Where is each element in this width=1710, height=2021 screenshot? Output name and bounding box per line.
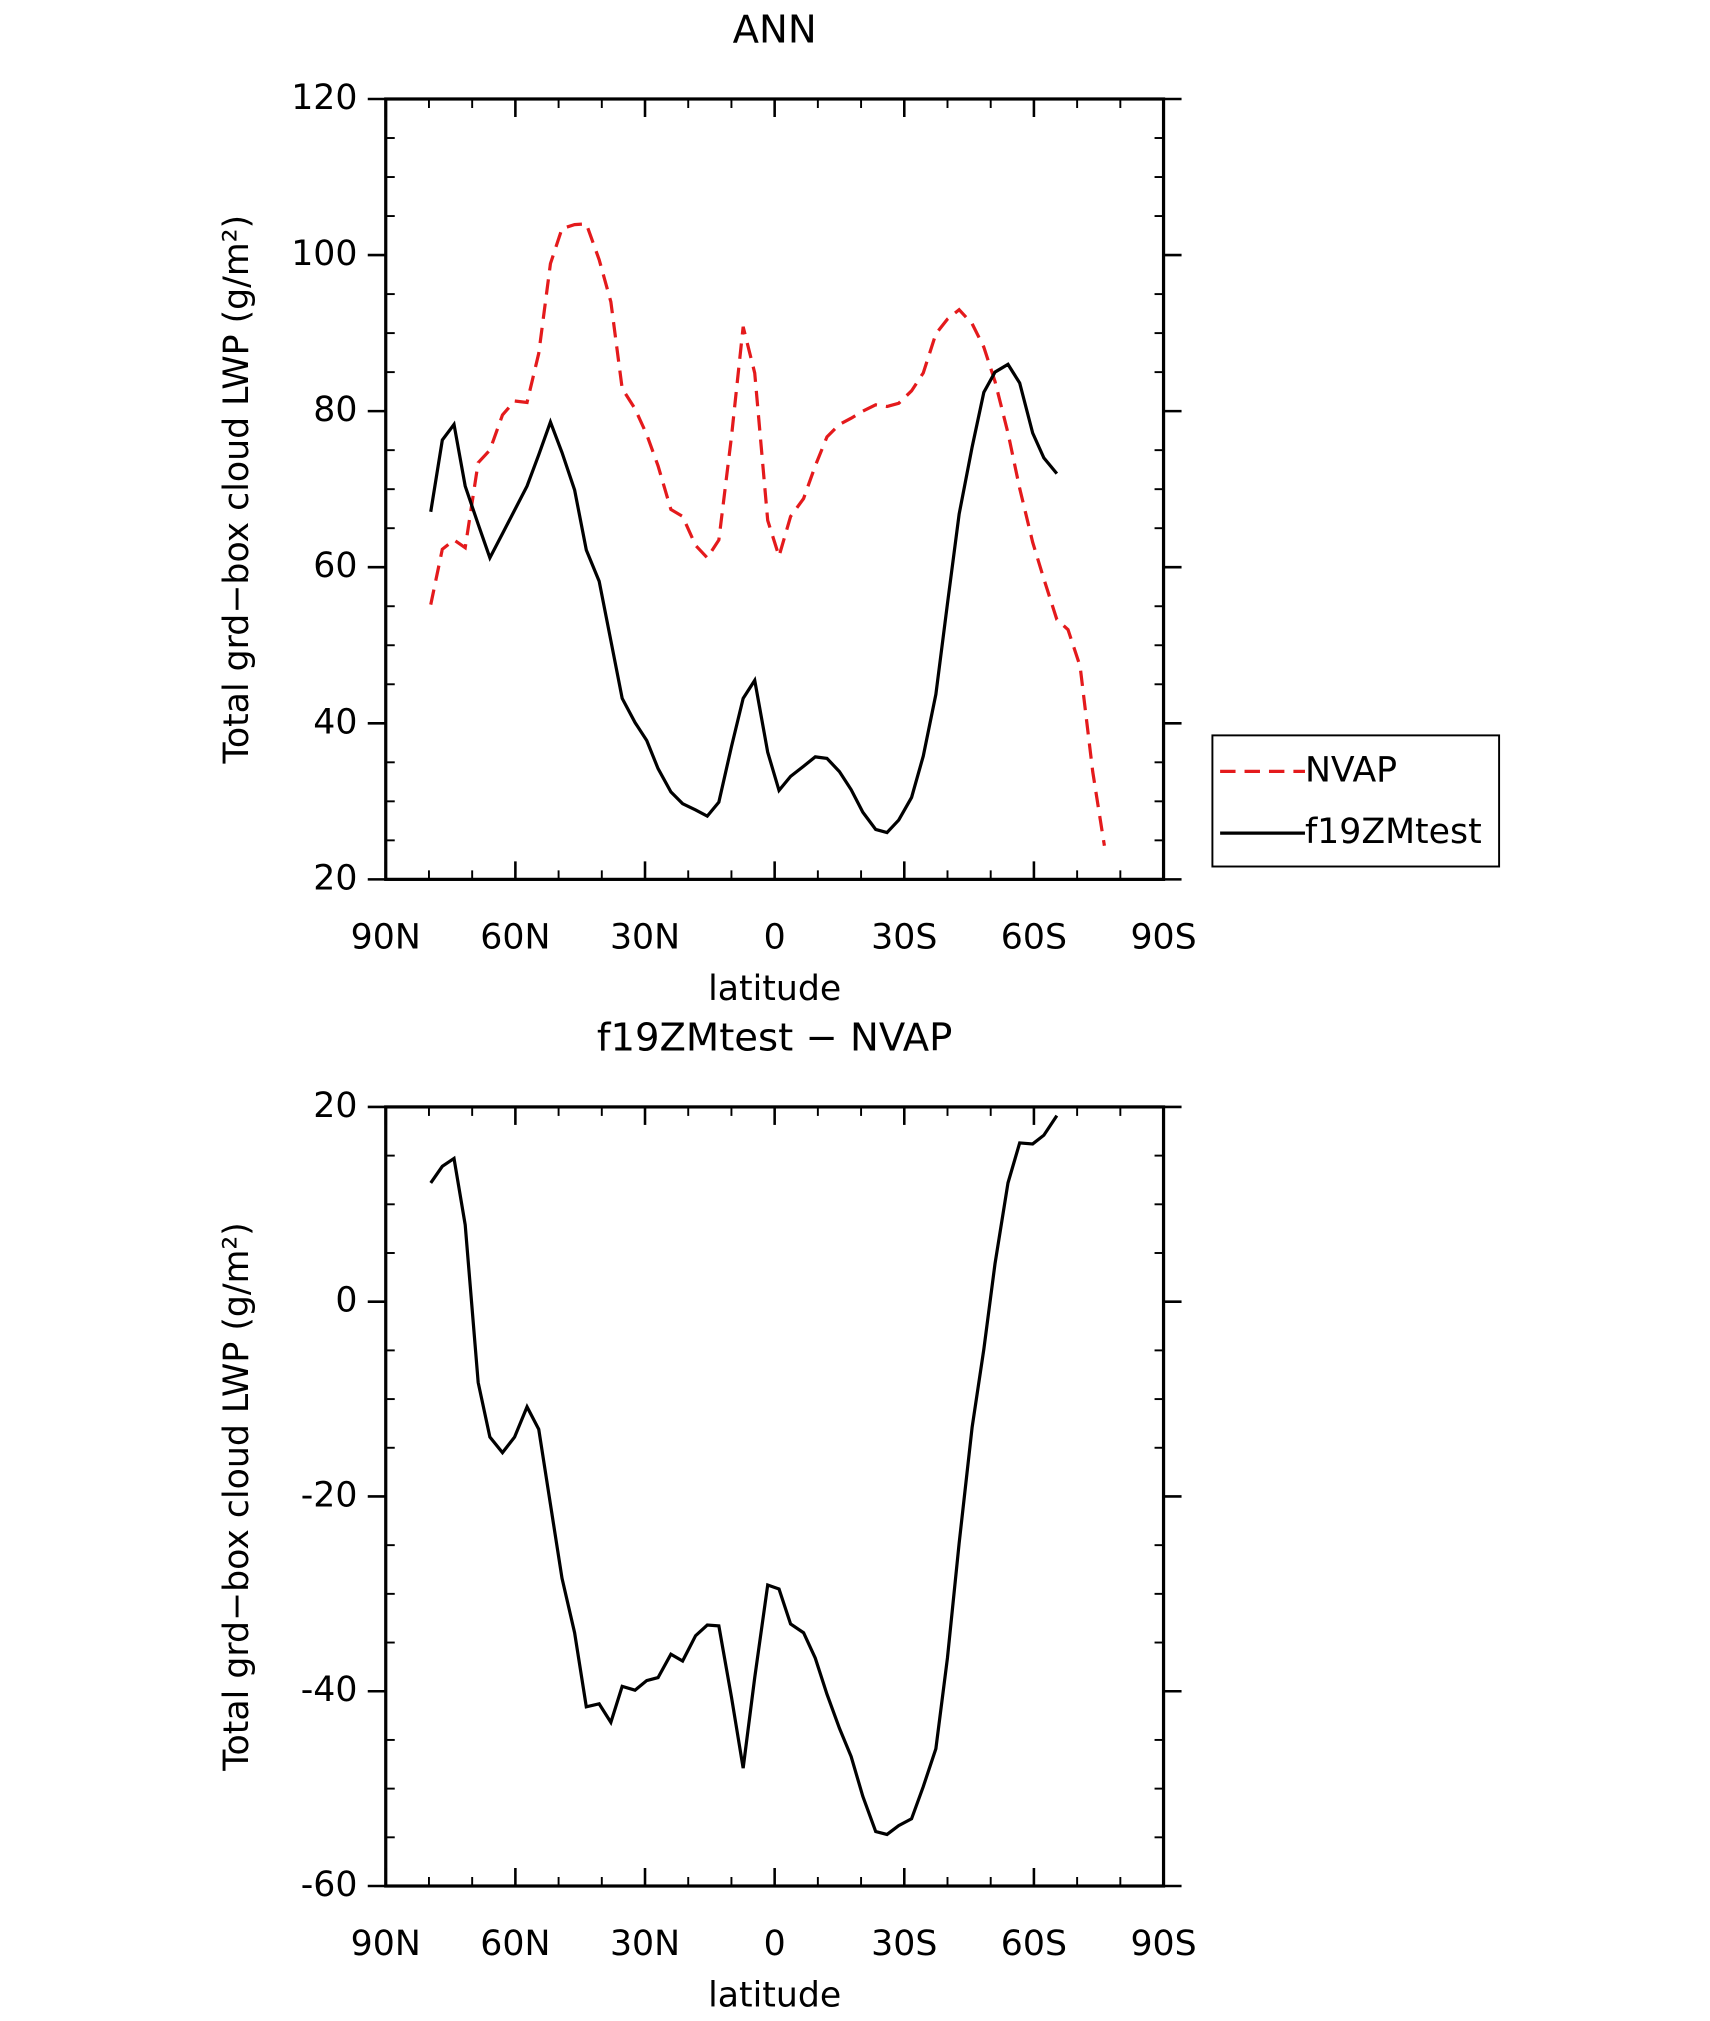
y-axis-label: Total grd−box cloud LWP (g/m²) <box>217 215 257 765</box>
y-tick-label: -40 <box>301 1670 358 1710</box>
y-tick-label: -60 <box>301 1865 358 1905</box>
legend-box <box>1211 734 1501 868</box>
legend-label: NVAP <box>1305 750 1397 790</box>
x-tick-label: 30N <box>610 918 680 958</box>
data-line <box>429 1114 1059 1837</box>
x-tick-label: 60S <box>1001 1924 1067 1964</box>
x-tick-label: 90S <box>1130 918 1196 958</box>
y-tick-label: 20 <box>313 1086 357 1126</box>
data-line <box>429 362 1059 835</box>
x-tick-label: 90N <box>351 918 421 958</box>
chart-title: f19ZMtest − NVAP <box>597 1016 952 1061</box>
x-tick-label: 0 <box>764 918 786 958</box>
x-tick-label: 30N <box>610 1924 680 1964</box>
y-tick-label: 40 <box>313 702 357 742</box>
x-tick-label: 60N <box>480 918 550 958</box>
chart-title: ANN <box>733 8 817 53</box>
y-tick-label: 100 <box>291 234 357 274</box>
y-tick-label: 60 <box>313 546 357 586</box>
legend-label: f19ZMtest <box>1305 812 1482 852</box>
y-tick-label: 20 <box>313 858 357 898</box>
y-tick-label: 0 <box>335 1281 357 1321</box>
x-axis-label: latitude <box>708 969 841 1009</box>
x-tick-label: 30S <box>871 1924 937 1964</box>
x-tick-label: 60S <box>1001 918 1067 958</box>
y-tick-label: 80 <box>313 390 357 430</box>
x-axis-label: latitude <box>708 1976 841 2016</box>
data-line <box>429 222 1106 847</box>
x-tick-label: 90S <box>1130 1924 1196 1964</box>
y-axis-label: Total grd−box cloud LWP (g/m²) <box>217 1222 257 1772</box>
plot-frame <box>384 97 1166 881</box>
x-tick-label: 60N <box>480 1924 550 1964</box>
plot-frame <box>384 1105 1166 1888</box>
x-tick-label: 0 <box>764 1924 786 1964</box>
x-tick-label: 90N <box>351 1924 421 1964</box>
y-tick-label: 120 <box>291 78 357 118</box>
y-tick-label: -20 <box>301 1475 358 1515</box>
x-tick-label: 30S <box>871 918 937 958</box>
